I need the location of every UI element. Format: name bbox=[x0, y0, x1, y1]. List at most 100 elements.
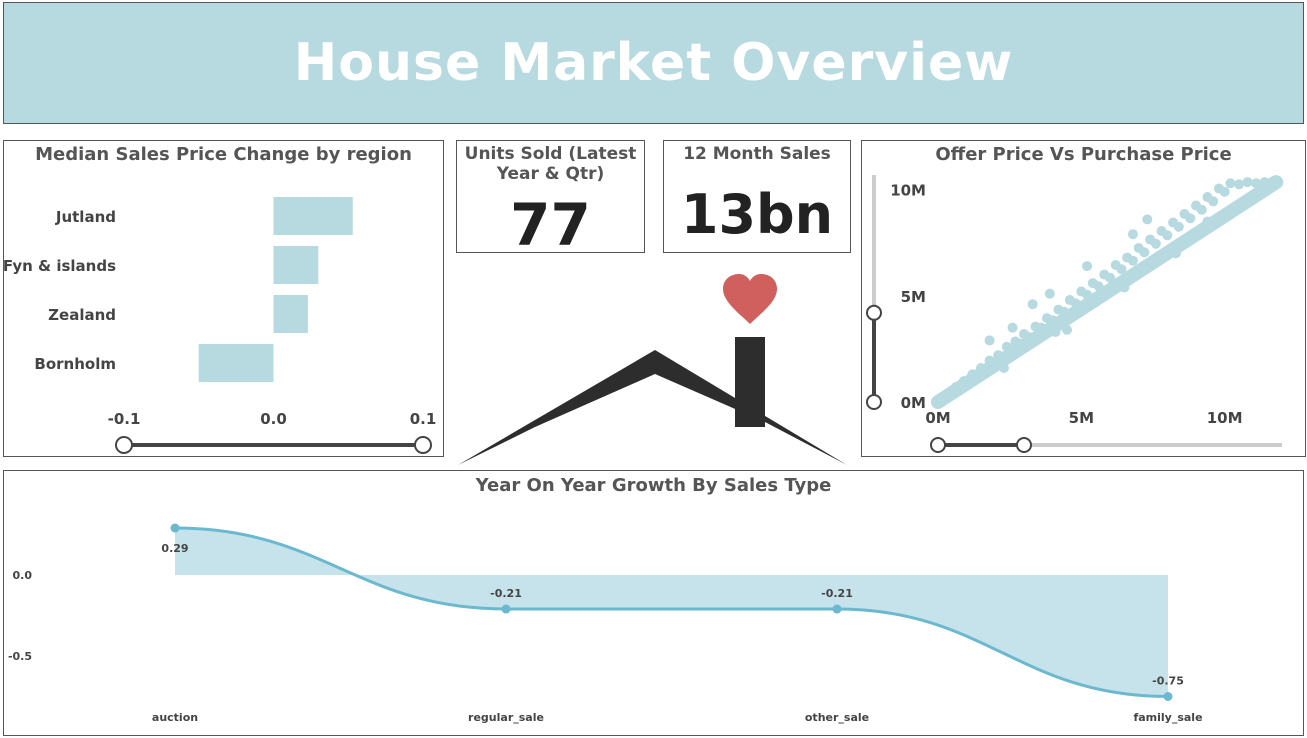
bar-jutland bbox=[273, 197, 353, 235]
units-sold-card: Units Sold (Latest Year & Qtr) 77 bbox=[456, 140, 645, 259]
scatter-point bbox=[1006, 344, 1017, 355]
scatter-point bbox=[1024, 332, 1035, 343]
category-label: Jutland bbox=[55, 208, 116, 226]
scatter-point bbox=[1105, 272, 1115, 283]
x-tick-label: -0.1 bbox=[108, 410, 141, 428]
scatter-point bbox=[1225, 178, 1236, 189]
scatter-point bbox=[1070, 298, 1081, 309]
scatter-point bbox=[1127, 229, 1138, 240]
scatter-point bbox=[1259, 177, 1270, 188]
data-point bbox=[832, 604, 842, 614]
twelve-month-sales-value: 13bn bbox=[680, 183, 834, 246]
y-tick-label: 0M bbox=[901, 394, 926, 412]
scatter-point bbox=[1268, 176, 1279, 187]
x-tick-label: family_sale bbox=[1133, 711, 1202, 724]
scatter-point bbox=[1196, 204, 1207, 215]
area-fill bbox=[175, 528, 1168, 697]
slider-min-handle[interactable] bbox=[115, 436, 133, 454]
series-line bbox=[174, 526, 1169, 698]
x-slider-min-handle[interactable] bbox=[930, 437, 946, 453]
x-tick-label: 5M bbox=[1069, 409, 1094, 427]
bar-fyn-islands bbox=[273, 246, 319, 284]
scatter-point bbox=[1242, 177, 1253, 188]
scatter-point bbox=[997, 351, 1008, 362]
scatter-point bbox=[1027, 299, 1038, 310]
scatter-point bbox=[1185, 213, 1196, 224]
y-slider-min-handle[interactable] bbox=[866, 394, 882, 410]
twelve-month-sales-label: 12 Month Sales bbox=[683, 144, 831, 164]
scatter-point bbox=[1208, 196, 1219, 207]
scatter-point bbox=[1219, 186, 1230, 197]
x-slider-max-handle[interactable] bbox=[1016, 437, 1032, 453]
scatter-point bbox=[1062, 324, 1072, 335]
scatter-point bbox=[1047, 315, 1058, 326]
x-tick-label: other_sale bbox=[805, 711, 869, 724]
bar-bornholm bbox=[198, 344, 274, 382]
x-tick-label: regular_sale bbox=[468, 711, 544, 724]
scatter-point bbox=[1116, 264, 1127, 275]
data-label: -0.21 bbox=[821, 587, 853, 600]
scatter-point bbox=[1251, 178, 1262, 189]
region-price-change-panel: Median Sales Price Change by region Jutl… bbox=[3, 140, 444, 457]
category-label: Zealand bbox=[48, 306, 116, 324]
page-title: House Market Overview bbox=[293, 33, 1014, 93]
scatter-point bbox=[1050, 326, 1061, 337]
category-label: Fyn & islands bbox=[4, 257, 116, 275]
y-tick-label: 10M bbox=[890, 182, 926, 200]
scatter-point bbox=[1036, 322, 1047, 333]
scatter-point bbox=[1007, 322, 1018, 333]
scatter-point bbox=[1173, 221, 1184, 232]
region-bar-chart: Jutland Fyn & islands Zealand Bornholm -0.1 0… bbox=[4, 197, 437, 454]
scatter-point bbox=[971, 370, 982, 381]
chart-title: Offer Price Vs Purchase Price bbox=[935, 144, 1232, 165]
y-tick-label: -0.5 bbox=[8, 650, 32, 663]
data-point bbox=[170, 523, 180, 533]
yoy-growth-panel: Year On Year Growth By Sales Type 0.29 au… bbox=[3, 470, 1304, 736]
offer-vs-purchase-panel: Offer Price Vs Purchase Price 0M 5M 10M 0M 5… bbox=[861, 140, 1306, 457]
scatter-point bbox=[1044, 288, 1055, 299]
scatter-point bbox=[1162, 230, 1173, 241]
bar-zealand bbox=[273, 295, 308, 333]
y-slider-max-handle[interactable] bbox=[866, 304, 882, 321]
data-label: 0.29 bbox=[161, 542, 188, 555]
scatter-point bbox=[1170, 248, 1181, 259]
chart-title: Median Sales Price Change by region bbox=[35, 144, 412, 165]
scatter-point bbox=[1139, 247, 1150, 258]
scatter-point bbox=[1142, 214, 1153, 225]
category-label: Bornholm bbox=[34, 355, 116, 373]
scatter-point bbox=[1119, 282, 1130, 293]
scatter-point bbox=[1150, 238, 1161, 249]
data-point bbox=[501, 604, 511, 614]
offer-purchase-scatter: 0M 5M 10M 0M 5M 10M bbox=[866, 175, 1284, 453]
scatter-point bbox=[1090, 297, 1101, 308]
scatter-point bbox=[1202, 216, 1213, 227]
scatter-point bbox=[1093, 281, 1104, 292]
scatter-point bbox=[1014, 338, 1025, 349]
scatter-point bbox=[1059, 306, 1070, 317]
twelve-month-sales-card: 12 Month Sales 13bn bbox=[663, 140, 851, 253]
scatter-point bbox=[998, 363, 1009, 374]
y-tick-label: 0.0 bbox=[13, 569, 33, 582]
house-illustration bbox=[458, 274, 847, 465]
dashboard-title-banner: House Market Overview bbox=[3, 2, 1304, 124]
x-tick-label: 0.0 bbox=[260, 410, 287, 428]
scatter-point bbox=[1082, 289, 1093, 300]
x-tick-label: 10M bbox=[1207, 409, 1243, 427]
slider-max-handle[interactable] bbox=[414, 436, 432, 454]
data-point bbox=[1163, 692, 1173, 701]
x-tick-label: 0.1 bbox=[410, 410, 437, 428]
units-sold-label: Units Sold (Latest Year & Qtr) bbox=[464, 144, 637, 184]
data-label: -0.75 bbox=[1152, 675, 1184, 688]
house-roof-icon bbox=[458, 337, 847, 465]
scatter-point bbox=[984, 335, 995, 346]
x-tick-label: 0M bbox=[925, 409, 950, 427]
scatter-point bbox=[1234, 179, 1244, 190]
chart-title: Year On Year Growth By Sales Type bbox=[475, 475, 832, 496]
scatter-point bbox=[980, 364, 991, 375]
yoy-growth-area-chart: 0.29 auction -0.21 regular_sale -0.21 other_s… bbox=[8, 523, 1203, 724]
x-tick-label: auction bbox=[152, 711, 198, 724]
scatter-point bbox=[1082, 261, 1093, 272]
scatter-point bbox=[1127, 255, 1138, 266]
y-tick-label: 5M bbox=[901, 288, 926, 306]
data-label: -0.21 bbox=[490, 587, 522, 600]
